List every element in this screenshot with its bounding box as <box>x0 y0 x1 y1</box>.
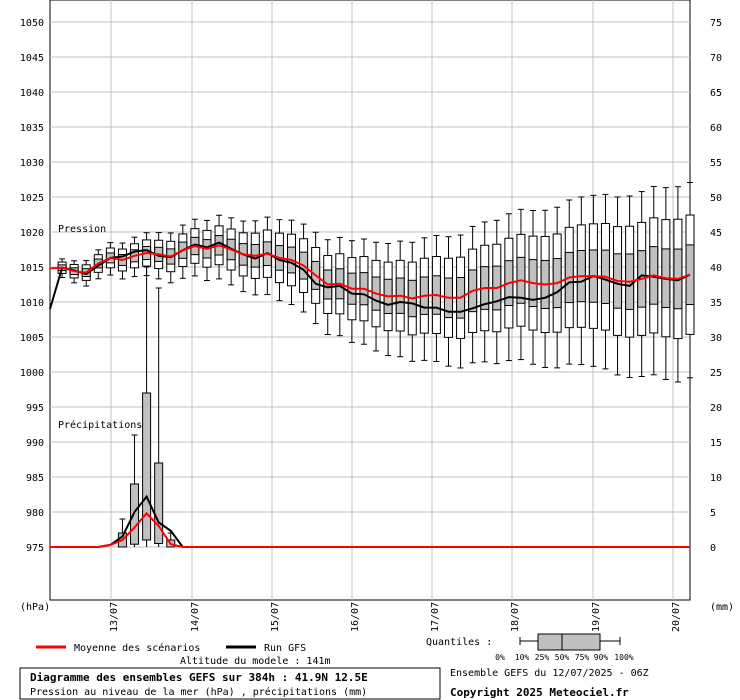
x-date-label: 18/07 <box>510 602 521 632</box>
left-tick-label: 1035 <box>20 123 44 134</box>
right-tick-label: 45 <box>710 228 722 239</box>
copyright-label: Copyright 2025 Meteociel.fr <box>450 686 629 699</box>
right-tick-label: 10 <box>710 473 722 484</box>
left-tick-label: 995 <box>26 403 44 414</box>
x-date-label: 14/07 <box>190 602 201 632</box>
pression-annotation: Pression <box>58 224 106 235</box>
right-tick-label: 40 <box>710 263 722 274</box>
right-tick-label: 25 <box>710 368 722 379</box>
left-tick-label: 1020 <box>20 228 44 239</box>
right-tick-label: 75 <box>710 18 722 29</box>
right-tick-label: 30 <box>710 333 722 344</box>
right-tick-label: 50 <box>710 193 722 204</box>
quantile-tick: 100% <box>614 653 633 662</box>
x-date-label: 20/07 <box>671 602 682 632</box>
right-tick-label: 15 <box>710 438 722 449</box>
left-axis-ticks: 1050 1045 1040 1035 1030 1025 1020 1015 1010 1005… <box>20 18 44 554</box>
ensemble-boxes <box>57 181 695 548</box>
quantiles-label: Quantiles : <box>426 637 492 648</box>
left-tick-label: 1045 <box>20 53 44 64</box>
chart-grid <box>49 0 691 601</box>
legend-mean-label: Moyenne des scénarios <box>74 642 200 654</box>
right-tick-label: 60 <box>710 123 722 134</box>
right-tick-label: 20 <box>710 403 722 414</box>
x-date-label: 13/07 <box>109 602 120 632</box>
altitude-label: Altitude du modele : 141m <box>180 656 331 667</box>
pressure-mean-line <box>49 244 691 300</box>
left-tick-label: 990 <box>26 438 44 449</box>
quantile-tick: 90% <box>594 653 609 662</box>
quantile-tick: 0% <box>495 653 505 662</box>
right-tick-label: 65 <box>710 88 722 99</box>
left-tick-label: 1015 <box>20 263 44 274</box>
right-axis-unit: (mm) <box>710 602 734 613</box>
quantile-tick: 25% <box>535 653 550 662</box>
quantile-tick: 50% <box>555 653 570 662</box>
left-tick-label: 1030 <box>20 158 44 169</box>
left-tick-label: 1005 <box>20 333 44 344</box>
x-date-label: 19/07 <box>591 602 602 632</box>
quantile-tick: 10% <box>515 653 530 662</box>
quantile-tick: 75% <box>575 653 590 662</box>
right-tick-label: 0 <box>710 543 716 554</box>
left-tick-label: 975 <box>26 543 44 554</box>
left-tick-label: 1000 <box>20 368 44 379</box>
title-box <box>19 667 441 700</box>
left-axis-unit: (hPa) <box>20 602 50 613</box>
chart-subtitle: Pression au niveau de la mer (hPa) , pré… <box>30 686 367 698</box>
legend-gfs-label: Run GFS <box>264 643 306 654</box>
right-tick-label: 5 <box>710 508 716 519</box>
precip-box <box>142 392 152 541</box>
x-axis-dates: 13/07 14/07 15/07 16/07 17/07 18/07 19/07 20/07 <box>109 602 682 632</box>
right-tick-label: 35 <box>710 298 722 309</box>
precip-box <box>154 462 164 544</box>
right-tick-label: 55 <box>710 158 722 169</box>
chart-title: Diagramme des ensembles GEFS sur 384h : … <box>30 671 368 684</box>
x-date-label: 17/07 <box>430 602 441 632</box>
left-tick-label: 1040 <box>20 88 44 99</box>
left-tick-label: 985 <box>26 473 44 484</box>
series-lines <box>49 241 691 548</box>
precipitations-annotation: Précipitations <box>58 419 142 431</box>
quantile-tick-labels: 0% 10% 25% 50% 75% 90% 100% <box>495 653 634 662</box>
left-tick-label: 1050 <box>20 18 44 29</box>
x-date-label: 16/07 <box>350 602 361 632</box>
left-tick-label: 980 <box>26 508 44 519</box>
right-tick-label: 70 <box>710 53 722 64</box>
quantiles-legend-box <box>519 633 621 651</box>
precip-mean-line <box>50 511 690 548</box>
left-tick-label: 1025 <box>20 193 44 204</box>
x-date-label: 15/07 <box>270 602 281 632</box>
left-tick-label: 1010 <box>20 298 44 309</box>
ensemble-run-label: Ensemble GEFS du 12/07/2025 - 06Z <box>450 668 649 679</box>
